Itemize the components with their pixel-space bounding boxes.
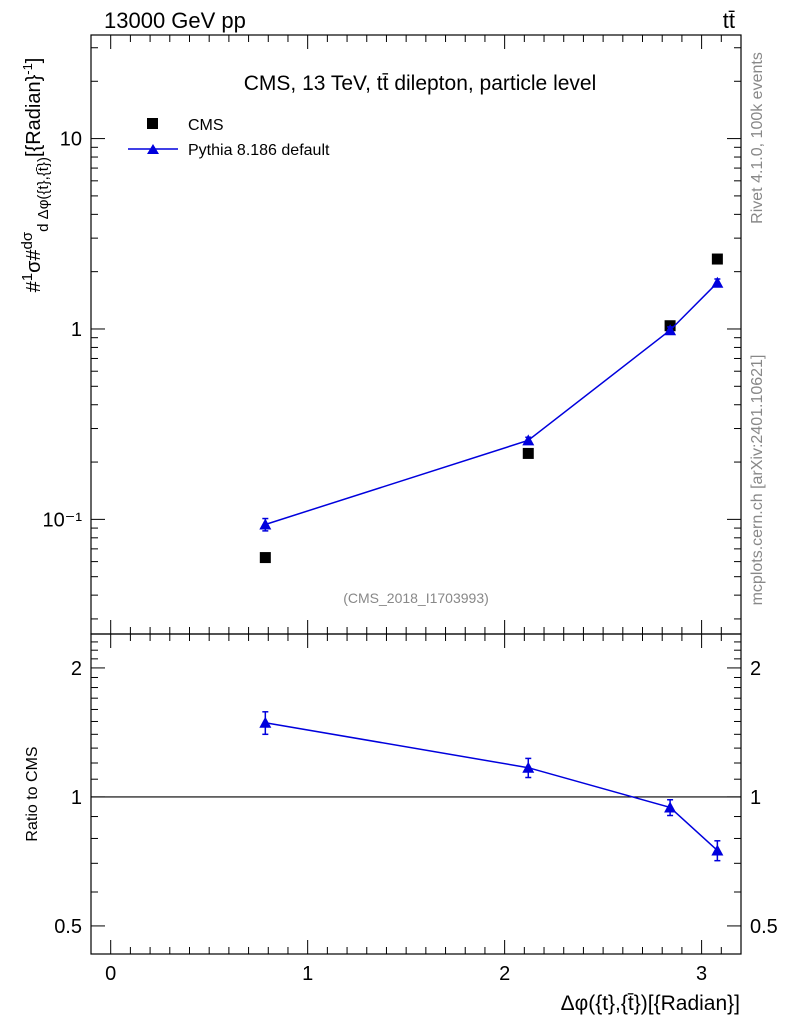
- data-point-triangle: [522, 434, 535, 446]
- watermark: (CMS_2018_I1703993): [343, 590, 489, 606]
- ratio-plot-area: [259, 711, 724, 862]
- series-line: [265, 282, 718, 526]
- data-point-triangle: [711, 844, 724, 856]
- chart-title: CMS, 13 TeV, tt̄ dilepton, particle leve…: [244, 72, 597, 95]
- ratio-y-tick-label-right: 0.5: [750, 916, 778, 938]
- data-point-triangle: [711, 276, 724, 288]
- ratio-y-tick-label-right: 1: [750, 787, 761, 809]
- rivet-label: Rivet 4.1.0, 100k events: [749, 52, 766, 224]
- main-y-tick-label: 10⁻¹: [43, 509, 83, 531]
- ratio-y-tick-label: 0.5: [54, 916, 82, 938]
- mcplots-label: mcplots.cern.ch [arXiv:2401.10621]: [749, 355, 766, 606]
- legend-pythia-label: Pythia 8.186 default: [188, 142, 330, 159]
- data-point-square: [259, 552, 271, 564]
- data-point-triangle: [664, 801, 677, 813]
- series-line: [265, 721, 718, 852]
- main-plot-area: [259, 253, 724, 564]
- ratio-y-tick-label: 1: [71, 787, 82, 809]
- ratio-y-tick-label-right: 2: [750, 658, 761, 680]
- legend: CMS Pythia 8.186 default: [128, 117, 330, 159]
- data-point-square: [711, 253, 723, 265]
- ratio-y-tick-label: 2: [71, 658, 82, 680]
- main-y-tick-label: 1: [71, 319, 82, 341]
- data-point-square: [522, 447, 534, 459]
- x-tick-label: 1: [302, 963, 313, 985]
- x-tick-label: 2: [499, 963, 510, 985]
- main-axis-ticks: 10 1 10⁻¹: [43, 35, 742, 634]
- main-y-tick-label: 10: [60, 129, 82, 151]
- energy-label: 13000 GeV pp: [104, 8, 246, 33]
- main-y-axis-label: #1σ#dσd Δφ({t},{t̄})[{Radian}-1]: [19, 58, 52, 293]
- data-point-triangle: [522, 761, 535, 773]
- legend-cms-marker: [147, 118, 158, 129]
- svg-text:#1σ#dσd Δφ({t},{t̄})[{Radian}-: #1σ#dσd Δφ({t},{t̄})[{Radian}-1]: [19, 58, 52, 293]
- data-point-triangle: [259, 716, 272, 728]
- legend-pythia-marker: [147, 144, 159, 154]
- data-point-triangle: [259, 518, 272, 530]
- ratio-panel-frame: [90, 633, 742, 955]
- ratio-y-axis-label: Ratio to CMS: [24, 746, 41, 841]
- data-point-triangle: [664, 324, 677, 336]
- x-tick-label: 3: [696, 963, 707, 985]
- legend-cms-label: CMS: [188, 117, 224, 134]
- x-axis-label: Δφ({t},{t̄})[{Radian}]: [561, 992, 740, 1015]
- x-tick-label: 0: [105, 963, 116, 985]
- process-label: tt̄: [723, 8, 735, 33]
